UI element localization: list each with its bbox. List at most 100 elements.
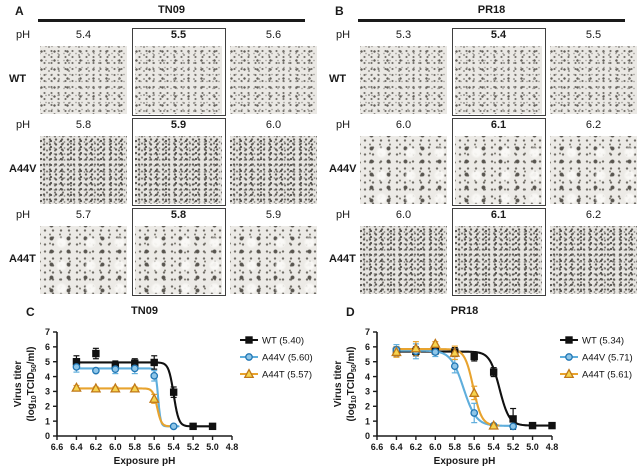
micrograph-row-a44t: A44T — [8, 226, 326, 294]
point-a44t-ph5.4 — [488, 419, 499, 430]
variant-label-wt: WT — [9, 73, 27, 85]
chart-title-pr18: PR18 — [450, 305, 479, 317]
x-tick-label: 5.4 — [487, 442, 500, 452]
panel-letter-b: B — [335, 4, 344, 18]
ph-value-a44t-5.8: 5.8 — [170, 209, 187, 221]
x-tick-label: 5.8 — [129, 442, 142, 452]
micrograph-row-a44t: A44T — [328, 226, 639, 294]
point-a44v-ph5.6 — [150, 371, 159, 380]
x-tick-label: 6.6 — [51, 442, 64, 452]
y-axis-label-line2: (log10TCID50/ml) — [26, 346, 38, 421]
x-tick-label: 4.8 — [226, 442, 239, 452]
ph-value-a44t-5.7: 5.7 — [75, 209, 92, 221]
ph-value-a44v-5.8: 5.8 — [75, 119, 92, 131]
y-tick-label: 0 — [365, 431, 370, 441]
micrograph-wt-ph5.5 — [550, 46, 637, 114]
micrograph-a44v-ph5.9 — [135, 136, 222, 204]
ph-row-wt: pH 5.3 5.4 5.5 — [328, 28, 639, 46]
micro-row-wt: pH 5.4 5.5 5.6 WT — [8, 28, 326, 118]
point-a44v-ph6 — [111, 365, 120, 373]
ph-value-a44v-5.9: 5.9 — [170, 119, 187, 131]
legend-label-a44t: A44T (5.57) — [262, 369, 312, 380]
variant-label-a44v: A44V — [9, 163, 37, 175]
x-tick-label: 6.2 — [90, 442, 103, 452]
point-a44v-ph5.6 — [470, 409, 479, 417]
y-tick-label: 5 — [45, 357, 50, 367]
axes — [376, 332, 552, 437]
panel-letter-d: D — [346, 305, 355, 319]
micrograph-a44t-ph6.1 — [455, 226, 542, 294]
micrograph-a44t-ph5.9 — [230, 226, 317, 294]
point-a44v-ph5.8 — [130, 364, 139, 373]
point-wt-ph5.4 — [169, 388, 178, 396]
panel-title-pr18: PR18 — [477, 4, 506, 16]
point-a44t-ph5.6 — [148, 393, 160, 403]
micrograph-grid-tn09: pH 5.4 5.5 5.6 WT pH 5.8 5.9 6.0 A44V pH 5.7 5.8 5.9 A… — [8, 28, 326, 298]
point-a44v-ph5.8 — [450, 362, 459, 371]
y-tick-label: 7 — [365, 327, 370, 337]
legend-marker-a44v — [565, 353, 573, 361]
ph-value-wt-5.5: 5.5 — [170, 29, 187, 41]
ph-label: pH — [16, 29, 31, 41]
micrograph-row-wt: WT — [328, 46, 639, 114]
ph-label: pH — [16, 209, 31, 221]
x-tick-label: 6.6 — [371, 442, 384, 452]
micrograph-row-wt: WT — [8, 46, 326, 114]
y-tick-label: 1 — [365, 416, 370, 426]
x-axis-label: Exposure pH — [434, 456, 496, 467]
y-tick-label: 5 — [365, 357, 370, 367]
panel-title-tn09: TN09 — [158, 4, 185, 16]
ph-value-a44v-6.0: 6.0 — [395, 119, 412, 131]
point-a44t-ph5.8 — [449, 347, 461, 357]
variant-label-wt: WT — [329, 73, 347, 85]
point-wt-ph5.2 — [189, 422, 197, 431]
chart-title-tn09: TN09 — [131, 305, 158, 317]
curve-a44t — [75, 387, 175, 428]
point-a44t-ph6.4 — [391, 346, 402, 357]
x-tick-label: 5.2 — [187, 442, 200, 452]
micro-row-a44v: pH 5.8 5.9 6.0 A44V — [8, 118, 326, 208]
x-tick-label: 6.4 — [70, 442, 83, 452]
point-a44v-ph6.4 — [72, 363, 81, 371]
point-wt-ph5.2 — [509, 415, 517, 423]
x-tick-label: 5.4 — [167, 442, 180, 452]
ph-value-wt-5.4: 5.4 — [75, 29, 92, 41]
ph-value-wt-5.3: 5.3 — [395, 29, 412, 41]
point-wt-ph6.2 — [92, 349, 100, 358]
point-wt-ph5 — [528, 421, 537, 430]
ph-value-wt-5.5: 5.5 — [585, 29, 602, 41]
panel-title-rule — [38, 19, 305, 22]
micro-row-wt: pH 5.3 5.4 5.5 WT — [328, 28, 639, 118]
ph-value-a44t-5.9: 5.9 — [265, 209, 282, 221]
micrograph-grid-pr18: pH 5.3 5.4 5.5 WT pH 6.0 6.1 6.2 A44V pH 6.0 6.1 6.2 A… — [328, 28, 639, 298]
y-tick-label: 6 — [365, 342, 370, 352]
x-tick-label: 5.6 — [148, 442, 161, 452]
x-tick-label: 5.0 — [206, 442, 219, 452]
micro-panel-pr18: B PR18 pH 5.3 5.4 5.5 WT pH 6.0 6.1 6.2 A44V pH 6.0… — [328, 4, 639, 296]
y-axis-label-line2: (log10TCID50/ml) — [346, 346, 358, 421]
y-axis-label-line1: Virus titer — [13, 361, 24, 408]
x-tick-label: 4.8 — [546, 442, 559, 452]
ph-value-wt-5.4: 5.4 — [490, 29, 507, 41]
variant-label-a44v: A44V — [329, 163, 357, 175]
chart-panel-tn09: C TN09 0 1 2 3 4 5 6 7 6.6 6.4 6.2 6.0 5.8 5.6 5.4 5.2 5… — [12, 300, 330, 472]
micrograph-a44t-ph6.2 — [550, 226, 637, 294]
ph-value-a44t-6.2: 6.2 — [585, 209, 602, 221]
axes — [56, 332, 232, 437]
micrograph-a44v-ph5.8 — [40, 136, 127, 204]
x-tick-label: 6.0 — [429, 442, 442, 452]
ph-label: pH — [16, 119, 31, 131]
y-tick-label: 2 — [45, 401, 50, 411]
ph-label: pH — [336, 119, 351, 131]
legend-label-wt: WT (5.40) — [262, 335, 304, 346]
ph-label: pH — [336, 209, 351, 221]
legend-marker-wt — [245, 336, 253, 344]
micrograph-a44t-ph5.7 — [40, 226, 127, 294]
chart-panel-pr18: D PR18 0 1 2 3 4 5 6 7 6.6 6.4 6.2 6.0 5.8 5.6 5.4 5.2 5… — [332, 300, 639, 472]
point-wt-ph5 — [208, 422, 217, 431]
point-a44t-ph6.2 — [90, 382, 102, 393]
point-a44t-ph6.4 — [71, 381, 82, 392]
micrograph-wt-ph5.4 — [455, 46, 542, 114]
point-a44v-ph6.2 — [92, 366, 100, 375]
